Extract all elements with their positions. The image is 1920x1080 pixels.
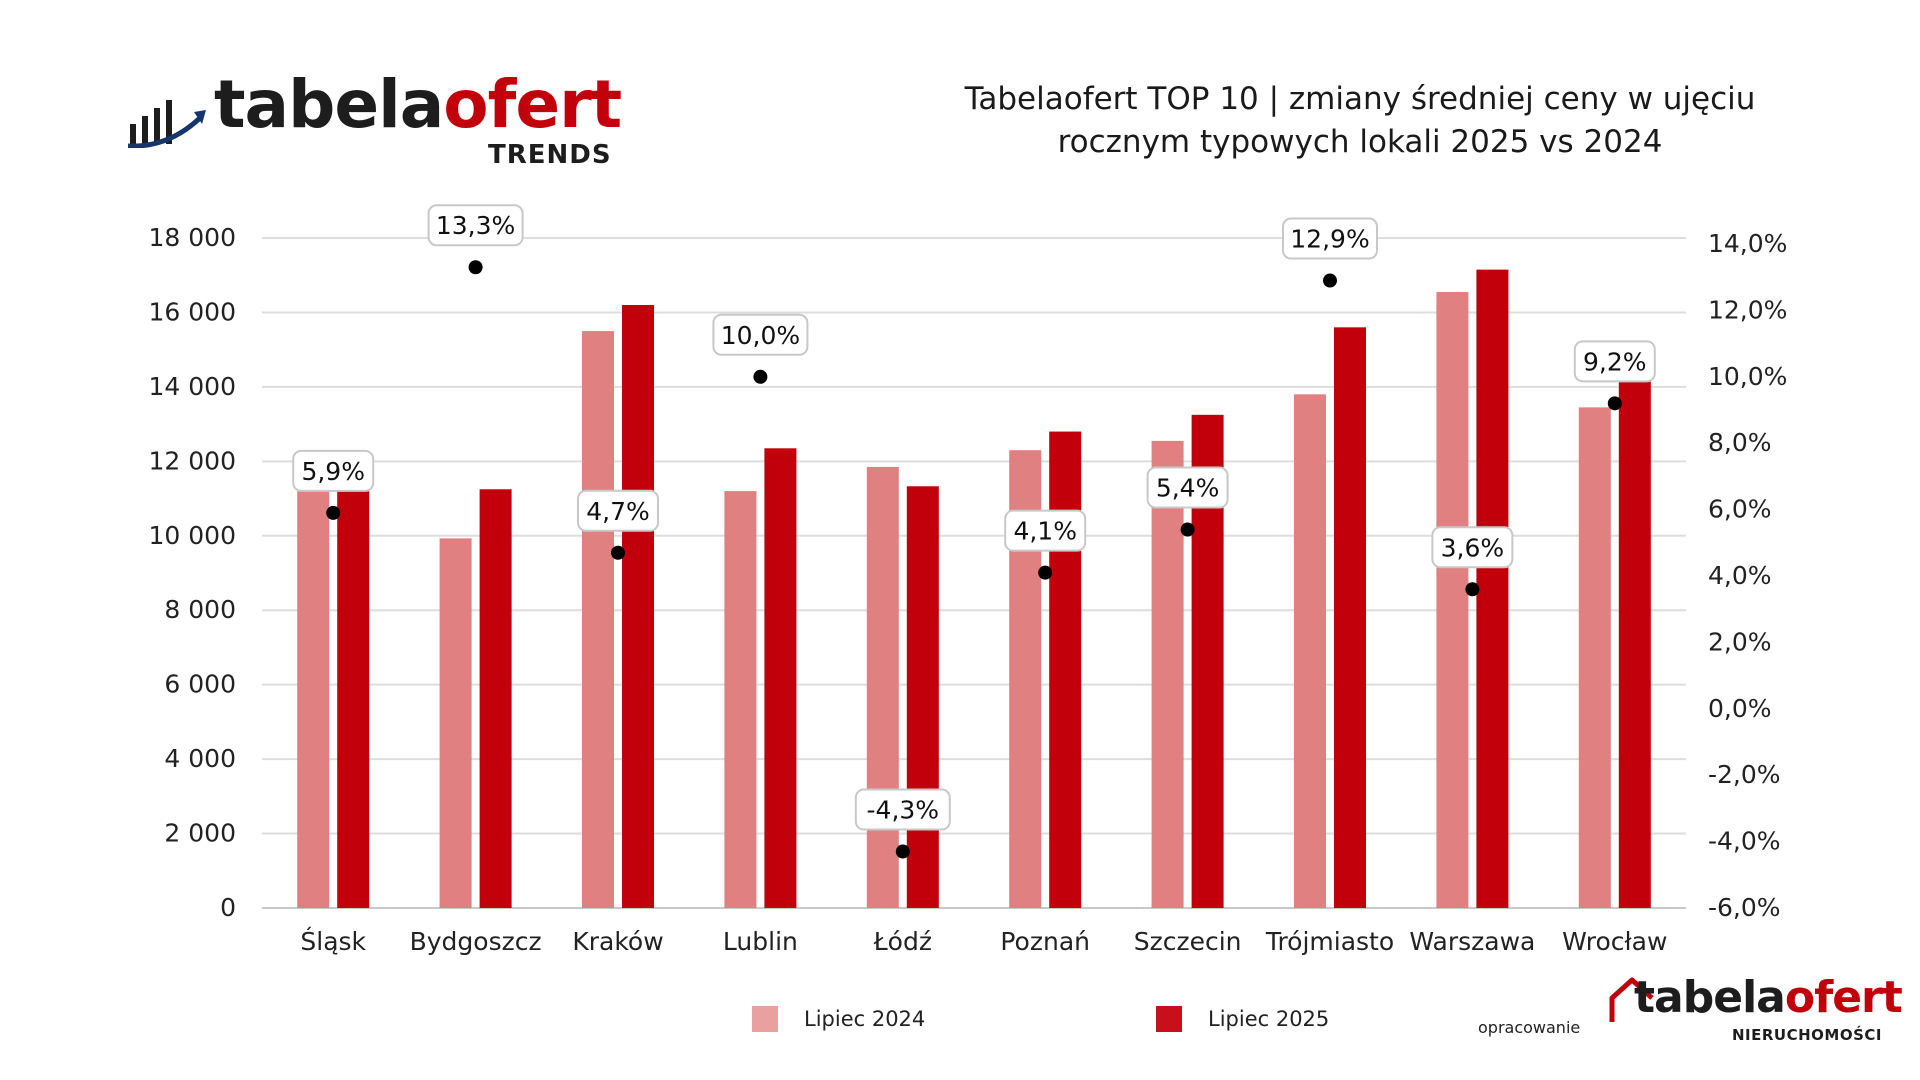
y-left-tick-label: 6 000 xyxy=(164,670,236,699)
change-label: 13,3% xyxy=(436,211,515,240)
bar-2024 xyxy=(297,491,330,908)
x-tick-label: Szczecin xyxy=(1134,927,1242,956)
bar-2025 xyxy=(337,491,370,908)
bar-2024 xyxy=(1436,291,1469,908)
change-label-box xyxy=(1431,526,1514,569)
change-point xyxy=(1465,582,1480,597)
x-tick-label: Śląsk xyxy=(300,926,366,956)
y-left-tick-label: 2 000 xyxy=(164,819,236,848)
change-label-box xyxy=(854,788,951,831)
x-tick-label: Bydgoszcz xyxy=(410,927,542,956)
change-point xyxy=(1323,273,1337,288)
y-right-tick-label: -6,0% xyxy=(1708,893,1781,922)
legend-item-2024: Lipiec 2024 xyxy=(752,1004,925,1034)
change-label: 5,9% xyxy=(301,457,365,486)
x-tick-label: Warszawa xyxy=(1409,927,1535,956)
change-point xyxy=(895,844,910,859)
legend-swatch-2024 xyxy=(752,1006,778,1032)
bar-2025 xyxy=(1334,327,1366,908)
chart-title-line-2: rocznym typowych lokali 2025 vs 2024 xyxy=(1057,124,1663,160)
bar-2025 xyxy=(622,305,654,908)
change-point xyxy=(611,545,625,560)
y-left-tick-label: 10 000 xyxy=(149,521,236,550)
bar-2024 xyxy=(1294,394,1326,908)
combo-bar-chart: 0 2 000 4 000 6 000 8 000 10 000 12 000 14 000 1… xyxy=(149,204,1787,956)
change-point xyxy=(1180,522,1195,537)
legend-item-2025: Lipiec 2025 xyxy=(1156,1004,1329,1034)
bar-2024 xyxy=(1578,407,1611,908)
x-tick-label: Wrocław xyxy=(1562,927,1667,956)
bar-2025 xyxy=(479,489,512,908)
change-point xyxy=(468,260,483,275)
bar-2025 xyxy=(906,486,939,908)
bar-chart-arrow-icon xyxy=(128,100,206,148)
y-right-tick-label: 14,0% xyxy=(1708,229,1787,258)
x-tick-label: Łódź xyxy=(873,927,932,956)
x-tick-label: Kraków xyxy=(572,927,663,956)
y-left-tick-label: 14 000 xyxy=(149,372,236,401)
bar-2024 xyxy=(724,491,757,908)
y-left-tick-label: 12 000 xyxy=(149,446,236,475)
legend-swatch-2025 xyxy=(1156,1006,1182,1032)
change-label: 12,9% xyxy=(1290,225,1369,254)
footer-logo-sub: NIERUCHOMOŚCI xyxy=(1732,1026,1882,1044)
y-right-tick-label: 8,0% xyxy=(1708,428,1772,457)
change-label: 4,7% xyxy=(586,497,650,526)
bar-2024 xyxy=(1151,440,1184,908)
bar-2025 xyxy=(1049,431,1082,908)
y-left-tick-label: 4 000 xyxy=(164,744,236,773)
change-label: -4,3% xyxy=(867,796,940,825)
change-label-box xyxy=(577,489,659,532)
y-right-tick-label: -4,0% xyxy=(1708,827,1781,856)
y-left-tick-label: 18 000 xyxy=(149,223,236,252)
y-right-tick-label: 2,0% xyxy=(1708,627,1772,656)
change-label-box xyxy=(1573,340,1656,383)
change-label-box xyxy=(1146,466,1229,509)
change-label-box xyxy=(292,449,375,492)
bar-2024 xyxy=(439,538,472,908)
change-label-box xyxy=(1282,217,1378,260)
credit-label: opracowanie xyxy=(1478,1018,1581,1037)
change-label: 4,1% xyxy=(1013,517,1077,546)
footer-logo-wordmark: tabelaofert xyxy=(1634,972,1903,1023)
change-label-box xyxy=(427,204,524,247)
x-tick-label: Poznań xyxy=(1000,927,1090,956)
y-right-tick-label: 10,0% xyxy=(1708,362,1787,391)
y-left-tick-label: 16 000 xyxy=(149,297,236,326)
change-label: 9,2% xyxy=(1583,347,1647,376)
y-right-tick-label: -2,0% xyxy=(1708,760,1781,789)
x-tick-label: Trójmiasto xyxy=(1265,927,1394,956)
y-left-tick-label: 8 000 xyxy=(164,595,236,624)
change-label: 10,0% xyxy=(721,321,800,350)
bar-2025 xyxy=(1618,379,1651,908)
y-right-tick-label: 0,0% xyxy=(1708,694,1772,723)
bar-2024 xyxy=(866,466,899,908)
change-point xyxy=(1607,396,1622,411)
change-label: 3,6% xyxy=(1441,533,1505,562)
legend-label-2024: Lipiec 2024 xyxy=(804,1007,926,1031)
bar-2025 xyxy=(764,448,797,908)
y-left-tick-label: 0 xyxy=(220,893,236,922)
house-icon xyxy=(1609,977,1654,1022)
chart-title: Tabelaofert TOP 10 | zmiany średniej cen… xyxy=(930,78,1790,164)
y-right-tick-label: 12,0% xyxy=(1708,295,1787,324)
chart-title-line-1: Tabelaofert TOP 10 | zmiany średniej cen… xyxy=(964,81,1756,117)
y-right-tick-label: 6,0% xyxy=(1708,495,1772,524)
change-point xyxy=(1038,565,1053,580)
change-point xyxy=(326,505,341,520)
legend-label-2025: Lipiec 2025 xyxy=(1208,1007,1330,1031)
logo-wordmark: tabelaofert xyxy=(214,66,622,143)
y-right-tick-label: 4,0% xyxy=(1708,561,1772,590)
change-label-box xyxy=(1004,509,1087,552)
logo-trends-label: TRENDS xyxy=(488,140,612,170)
change-label-box xyxy=(712,313,809,356)
tabelaofert-nieruchomosci-logo: tabelaofert NIERUCHOMOŚCI xyxy=(1608,970,1903,1050)
tabelaofert-trends-logo: tabelaofert TRENDS xyxy=(128,66,622,170)
change-label: 5,4% xyxy=(1156,474,1220,503)
bar-2024 xyxy=(582,331,614,908)
x-tick-label: Lublin xyxy=(723,927,798,956)
bar-2025 xyxy=(1476,269,1509,908)
change-point xyxy=(753,369,768,384)
